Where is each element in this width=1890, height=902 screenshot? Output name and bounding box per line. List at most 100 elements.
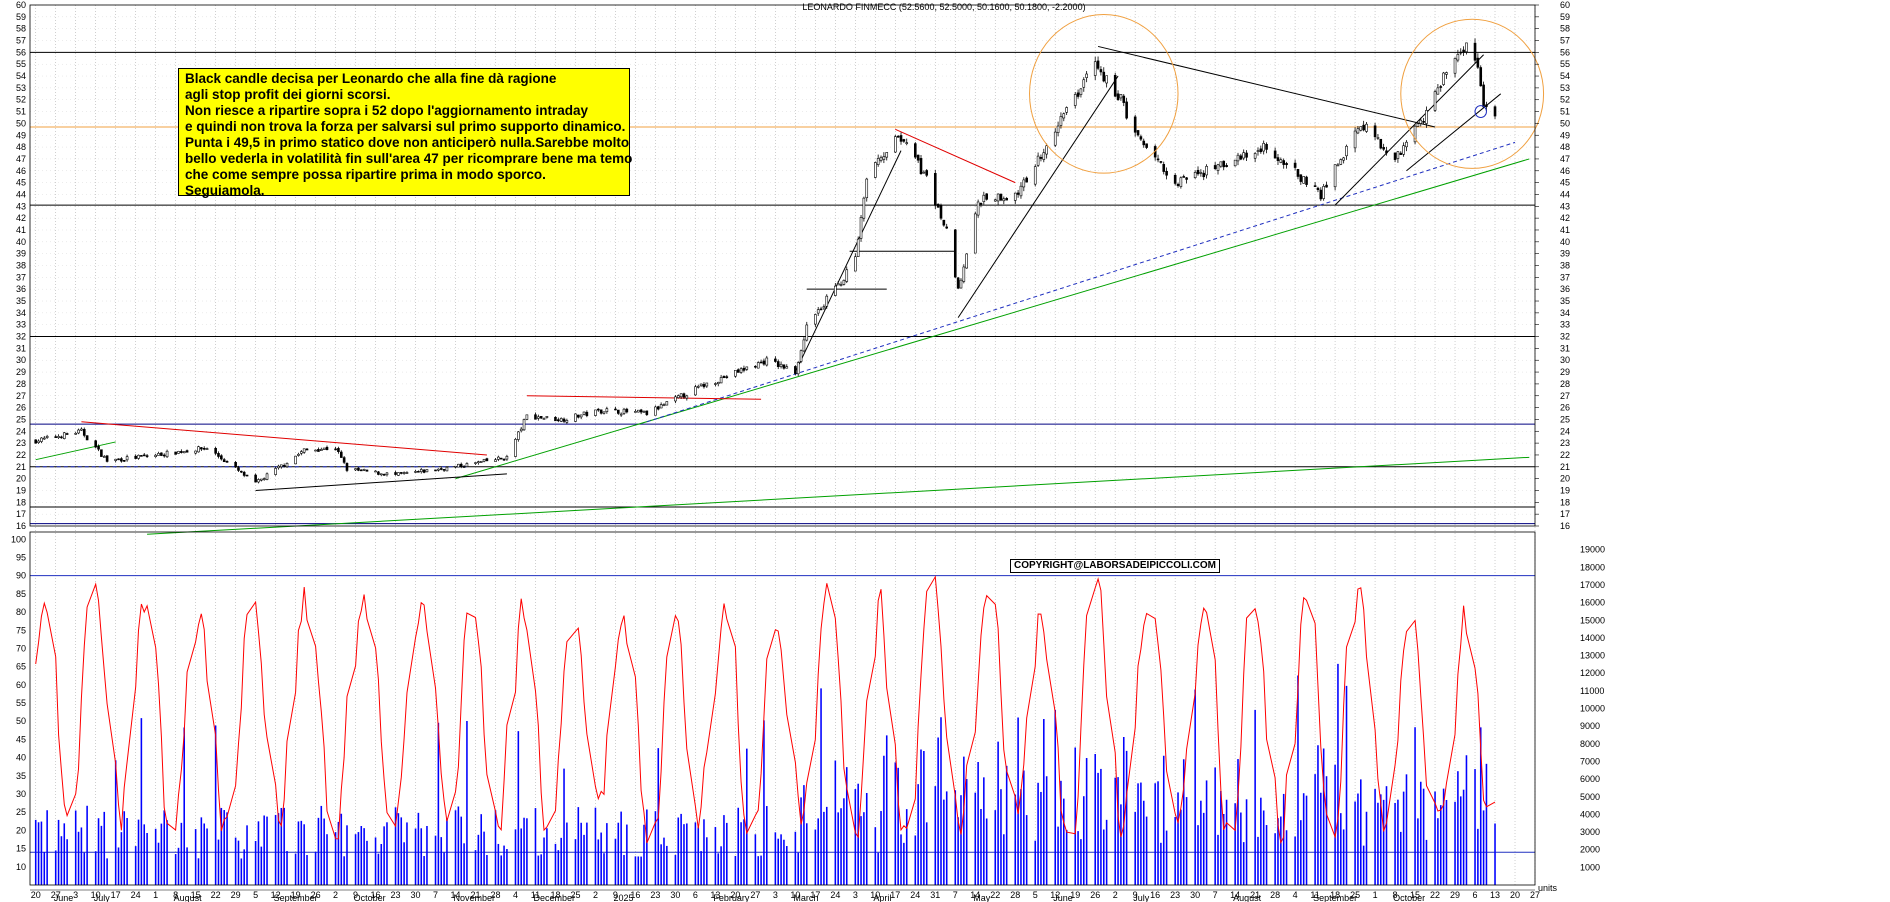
candle-body <box>1376 137 1380 139</box>
candle-body <box>919 158 923 174</box>
candle-body <box>822 306 826 309</box>
price-tick-label-right: 48 <box>1560 142 1570 152</box>
candle-body <box>497 456 500 460</box>
price-tick-label-right: 49 <box>1560 130 1570 140</box>
candle-body <box>636 409 640 413</box>
candle-body <box>122 460 126 462</box>
candle-body <box>639 409 643 413</box>
candle-body <box>719 377 723 384</box>
candle-body <box>185 450 189 453</box>
price-tick-label-right: 26 <box>1560 403 1570 413</box>
candle-body <box>462 466 466 468</box>
price-tick-label-left: 21 <box>16 462 26 472</box>
candle-body <box>319 449 323 451</box>
date-tick-label: 6 <box>1473 890 1478 900</box>
price-tick-label-right: 58 <box>1560 24 1570 34</box>
candle-body <box>1313 185 1317 187</box>
candle-body <box>402 472 406 474</box>
date-tick-label: 29 <box>231 890 241 900</box>
volume-tick-label: 13000 <box>1580 651 1605 661</box>
price-tick-label-right: 41 <box>1560 225 1570 235</box>
price-tick-label-right: 20 <box>1560 474 1570 484</box>
trend-line <box>1097 45 1436 128</box>
candle-body <box>194 450 197 454</box>
price-tick-label-right: 21 <box>1560 462 1570 472</box>
oscillator-tick-label: 70 <box>16 643 26 653</box>
candle-body <box>160 452 163 456</box>
candle-body <box>280 464 283 468</box>
candle-body <box>716 381 720 385</box>
candle-body <box>1485 104 1488 107</box>
candle-body <box>862 197 866 219</box>
candle-body <box>1005 198 1008 201</box>
candle-body <box>625 408 629 413</box>
candle-body <box>1442 72 1445 85</box>
date-tick-label: 16 <box>371 890 381 900</box>
month-label: September <box>1313 893 1357 902</box>
candle-body <box>1256 150 1260 152</box>
volume-tick-label: 14000 <box>1580 633 1605 643</box>
price-tick-label-left: 37 <box>16 272 26 282</box>
candle-body <box>1145 143 1148 148</box>
candle-body <box>1119 94 1123 99</box>
price-tick-label-left: 43 <box>16 201 26 211</box>
date-tick-label: 9 <box>353 890 358 900</box>
candle-body <box>785 366 789 369</box>
price-tick-label-right: 57 <box>1560 36 1570 46</box>
candle-body <box>517 431 520 440</box>
date-tick-label: 24 <box>131 890 141 900</box>
price-tick-label-left: 52 <box>16 95 26 105</box>
candle-body <box>477 461 480 464</box>
candle-body <box>816 309 820 314</box>
candle-body <box>1173 174 1177 184</box>
date-tick-label: 16 <box>630 890 640 900</box>
date-tick-label: 19 <box>291 890 301 900</box>
price-tick-label-right: 33 <box>1560 320 1570 330</box>
candle-body <box>802 339 806 352</box>
price-tick-label-right: 29 <box>1560 367 1570 377</box>
candle-body <box>1336 164 1340 167</box>
date-tick-label: 19 <box>1070 890 1080 900</box>
candle-body <box>694 386 697 396</box>
date-tick-label: 21 <box>1250 890 1260 900</box>
candle-body <box>602 411 606 414</box>
oscillator-tick-label: 10 <box>16 862 26 872</box>
oscillator-tick-label: 80 <box>16 607 26 617</box>
price-tick-label-right: 31 <box>1560 343 1570 353</box>
candle-body <box>699 383 703 387</box>
trend-line <box>526 395 762 400</box>
candle-body <box>1493 106 1497 117</box>
candle-body <box>819 308 823 311</box>
candle-body <box>674 396 677 402</box>
date-tick-label: 25 <box>570 890 580 900</box>
date-tick-label: 2 <box>1113 890 1118 900</box>
date-tick-label: 20 <box>1510 890 1520 900</box>
price-tick-label-left: 35 <box>16 296 26 306</box>
month-label: July <box>1133 893 1150 902</box>
candle-body <box>654 406 657 416</box>
month-label: February <box>713 893 750 902</box>
candle-body <box>905 142 909 144</box>
date-tick-label: 12 <box>1050 890 1060 900</box>
candle-body <box>1182 176 1186 178</box>
volume-tick-label: 16000 <box>1580 598 1605 608</box>
candle-body <box>825 295 829 307</box>
candle-body <box>1282 160 1285 165</box>
candle-body <box>145 455 149 457</box>
candle-body <box>859 217 863 239</box>
candle-body <box>942 219 946 226</box>
candle-body <box>1445 72 1448 75</box>
candle-body <box>137 454 140 459</box>
date-tick-label: 30 <box>1190 890 1200 900</box>
candle-body <box>945 226 949 229</box>
date-tick-label: 27 <box>51 890 61 900</box>
candle-body <box>1096 60 1100 69</box>
candle-body <box>125 456 129 461</box>
candle-body <box>622 408 626 414</box>
candle-body <box>1385 150 1388 154</box>
price-tick-label-left: 20 <box>16 474 26 484</box>
candle-body <box>959 279 963 289</box>
candle-body <box>214 448 217 454</box>
analysis-note-line: bello vederla in volatilità fin sull'are… <box>185 151 633 166</box>
date-tick-label: 24 <box>830 890 840 900</box>
